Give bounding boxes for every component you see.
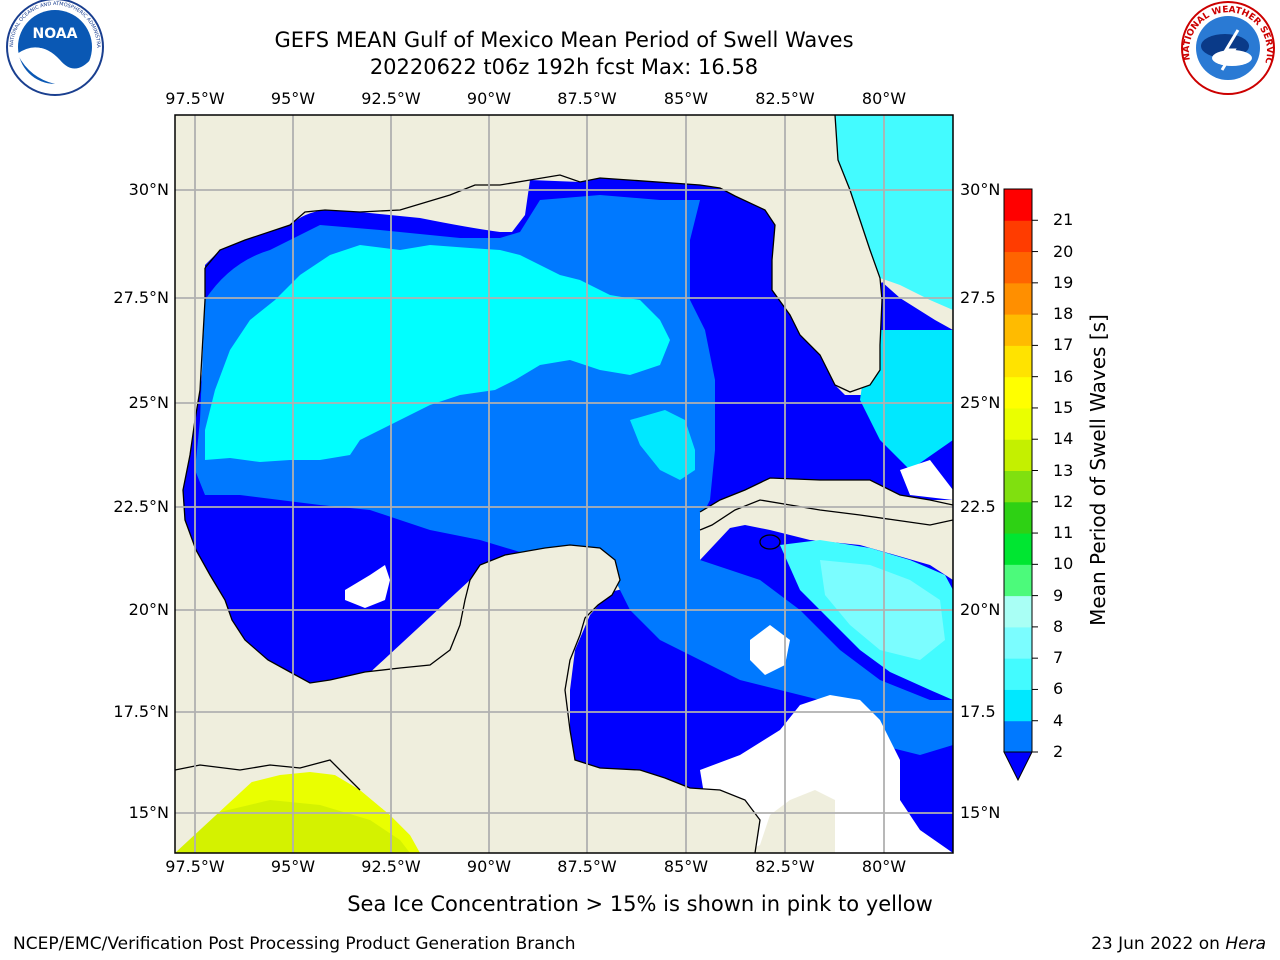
nws-logo: NATIONAL WEATHER SERVICE (0, 0, 1275, 95)
lat-tick-left: 15°N (128, 803, 169, 822)
caption-text: Sea Ice Concentration > 15% is shown in … (347, 892, 933, 916)
colorbar-tick-label: 13 (1053, 460, 1074, 480)
colorbar-segment (1004, 314, 1032, 346)
colorbar-segment (1004, 564, 1032, 597)
colorbar-segment (1004, 345, 1032, 378)
lat-tick-right: 27.5 (960, 288, 996, 307)
colorbar-segment (1004, 470, 1032, 503)
lon-tick-top: 82.5°W (755, 89, 815, 108)
mexico-land (175, 268, 330, 770)
lat-tick-left: 30°N (128, 180, 169, 199)
lat-tick-left: 22.5°N (113, 497, 169, 516)
colorbar-segment (1004, 282, 1032, 315)
colorbar-tick-label: 18 (1053, 304, 1074, 324)
colorbar-tick-label: 2 (1053, 742, 1064, 761)
chart-title: GEFS MEAN Gulf of Mexico Mean Period of … (274, 28, 854, 52)
lon-tick-bottom: 95°W (270, 857, 316, 876)
lat-tick-right: 20°N (960, 600, 1001, 619)
colorbar-tick-label: 21 (1053, 210, 1074, 230)
colorbar-segment (1004, 595, 1032, 628)
chart-subtitle: 20220622 t06z 192h fcst Max: 16.58 (369, 55, 759, 79)
colorbar-tick-label: 7 (1053, 648, 1064, 668)
lat-tick-left: 25°N (128, 393, 169, 412)
colorbar-tick-label: 10 (1053, 554, 1074, 574)
colorbar-label: Mean Period of Swell Waves [s] (1086, 314, 1110, 626)
colorbar-segment (1004, 220, 1032, 253)
lat-tick-right: 15°N (960, 803, 1001, 822)
lat-tick-right: 25°N (960, 393, 1001, 412)
colorbar-tick-label: 6 (1053, 679, 1064, 699)
issue-date: 23 Jun 2022 on Hera (1091, 934, 1266, 954)
lon-tick-top: 87.5°W (557, 89, 617, 108)
lat-tick-left: 27.5°N (113, 288, 169, 307)
issue-date-text: 23 Jun 2022 on (1091, 934, 1220, 954)
colorbar-segment (1004, 689, 1032, 722)
colorbar-tick-label: 11 (1053, 523, 1074, 543)
lat-tick-left: 17.5°N (113, 702, 169, 721)
colorbar-segment (1004, 376, 1032, 409)
map-frame (174, 114, 954, 854)
atlantic-water (835, 115, 953, 310)
colorbar-segment (1004, 251, 1032, 284)
lat-tick-right: 17.5 (960, 702, 996, 721)
colorbar-tick-label: 17 (1053, 335, 1074, 355)
lon-tick-top: 90°W (466, 89, 512, 108)
florida-land (175, 115, 882, 392)
lon-tick-bottom: 87.5°W (557, 857, 617, 876)
colorbar-segment (1004, 407, 1032, 440)
noaa-logo: NOAA NATIONAL OCEANIC AND ATMOSPHERIC AD… (0, 0, 104, 96)
colorbar-tick-label: 12 (1053, 491, 1074, 511)
period-4-6 (205, 245, 670, 462)
lon-tick-top: 97.5°W (165, 89, 225, 108)
colorbar-segment (1004, 189, 1032, 221)
lat-tick-right: 22.5 (960, 497, 996, 516)
colorbar-segment (1004, 626, 1032, 659)
lon-tick-bottom: 97.5°W (165, 857, 225, 876)
colorbar-segment (1004, 533, 1032, 565)
lat-tick-left: 20°N (128, 600, 169, 619)
lon-tick-bottom: 82.5°W (755, 857, 815, 876)
colorbar-tick-label: 9 (1053, 585, 1064, 605)
lat-tick-right: 30°N (960, 180, 1001, 199)
colorbar-segment (1004, 501, 1032, 534)
lon-tick-bottom: 92.5°W (361, 857, 421, 876)
colorbar-tick-label: 16 (1053, 366, 1074, 386)
colorbar-tick-label: 4 (1053, 710, 1064, 730)
caption: Sea Ice Concentration > 15% is shown in … (0, 892, 1280, 916)
lon-tick-top: 95°W (270, 89, 316, 108)
lon-tick-bottom: 85°W (663, 857, 709, 876)
graticule (175, 115, 953, 853)
svg-text:NOAA: NOAA (33, 26, 78, 42)
colorbar-segment (1004, 658, 1032, 690)
colorbar-segment (1004, 439, 1032, 471)
colorbar-under-extension (1003, 751, 1033, 782)
cuba-land (700, 478, 953, 530)
colorbar-tick-label: 20 (1053, 241, 1074, 261)
colorbar-tick-label: 8 (1053, 616, 1064, 636)
colorbar (1003, 188, 1038, 782)
lon-tick-top: 80°W (861, 89, 907, 108)
yucatan-land (175, 115, 760, 853)
colorbar-tick-label: 14 (1053, 429, 1074, 449)
svg-text:NATIONAL WEATHER SERVICE: NATIONAL WEATHER SERVICE (0, 0, 1274, 65)
colorbar-tick-label: 15 (1053, 397, 1074, 417)
credit: NCEP/EMC/Verification Post Processing Pr… (13, 934, 576, 954)
lon-tick-top: 92.5°W (361, 89, 421, 108)
lon-tick-top: 85°W (663, 89, 709, 108)
map-area (175, 115, 953, 853)
colorbar-tick-label: 19 (1053, 272, 1074, 292)
lon-tick-bottom: 80°W (861, 857, 907, 876)
host-name: Hera (1225, 934, 1266, 954)
lon-tick-bottom: 90°W (466, 857, 512, 876)
colorbar-segment (1004, 720, 1032, 753)
